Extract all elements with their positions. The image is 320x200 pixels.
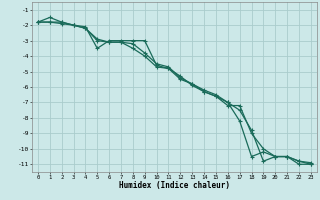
X-axis label: Humidex (Indice chaleur): Humidex (Indice chaleur)	[119, 181, 230, 190]
